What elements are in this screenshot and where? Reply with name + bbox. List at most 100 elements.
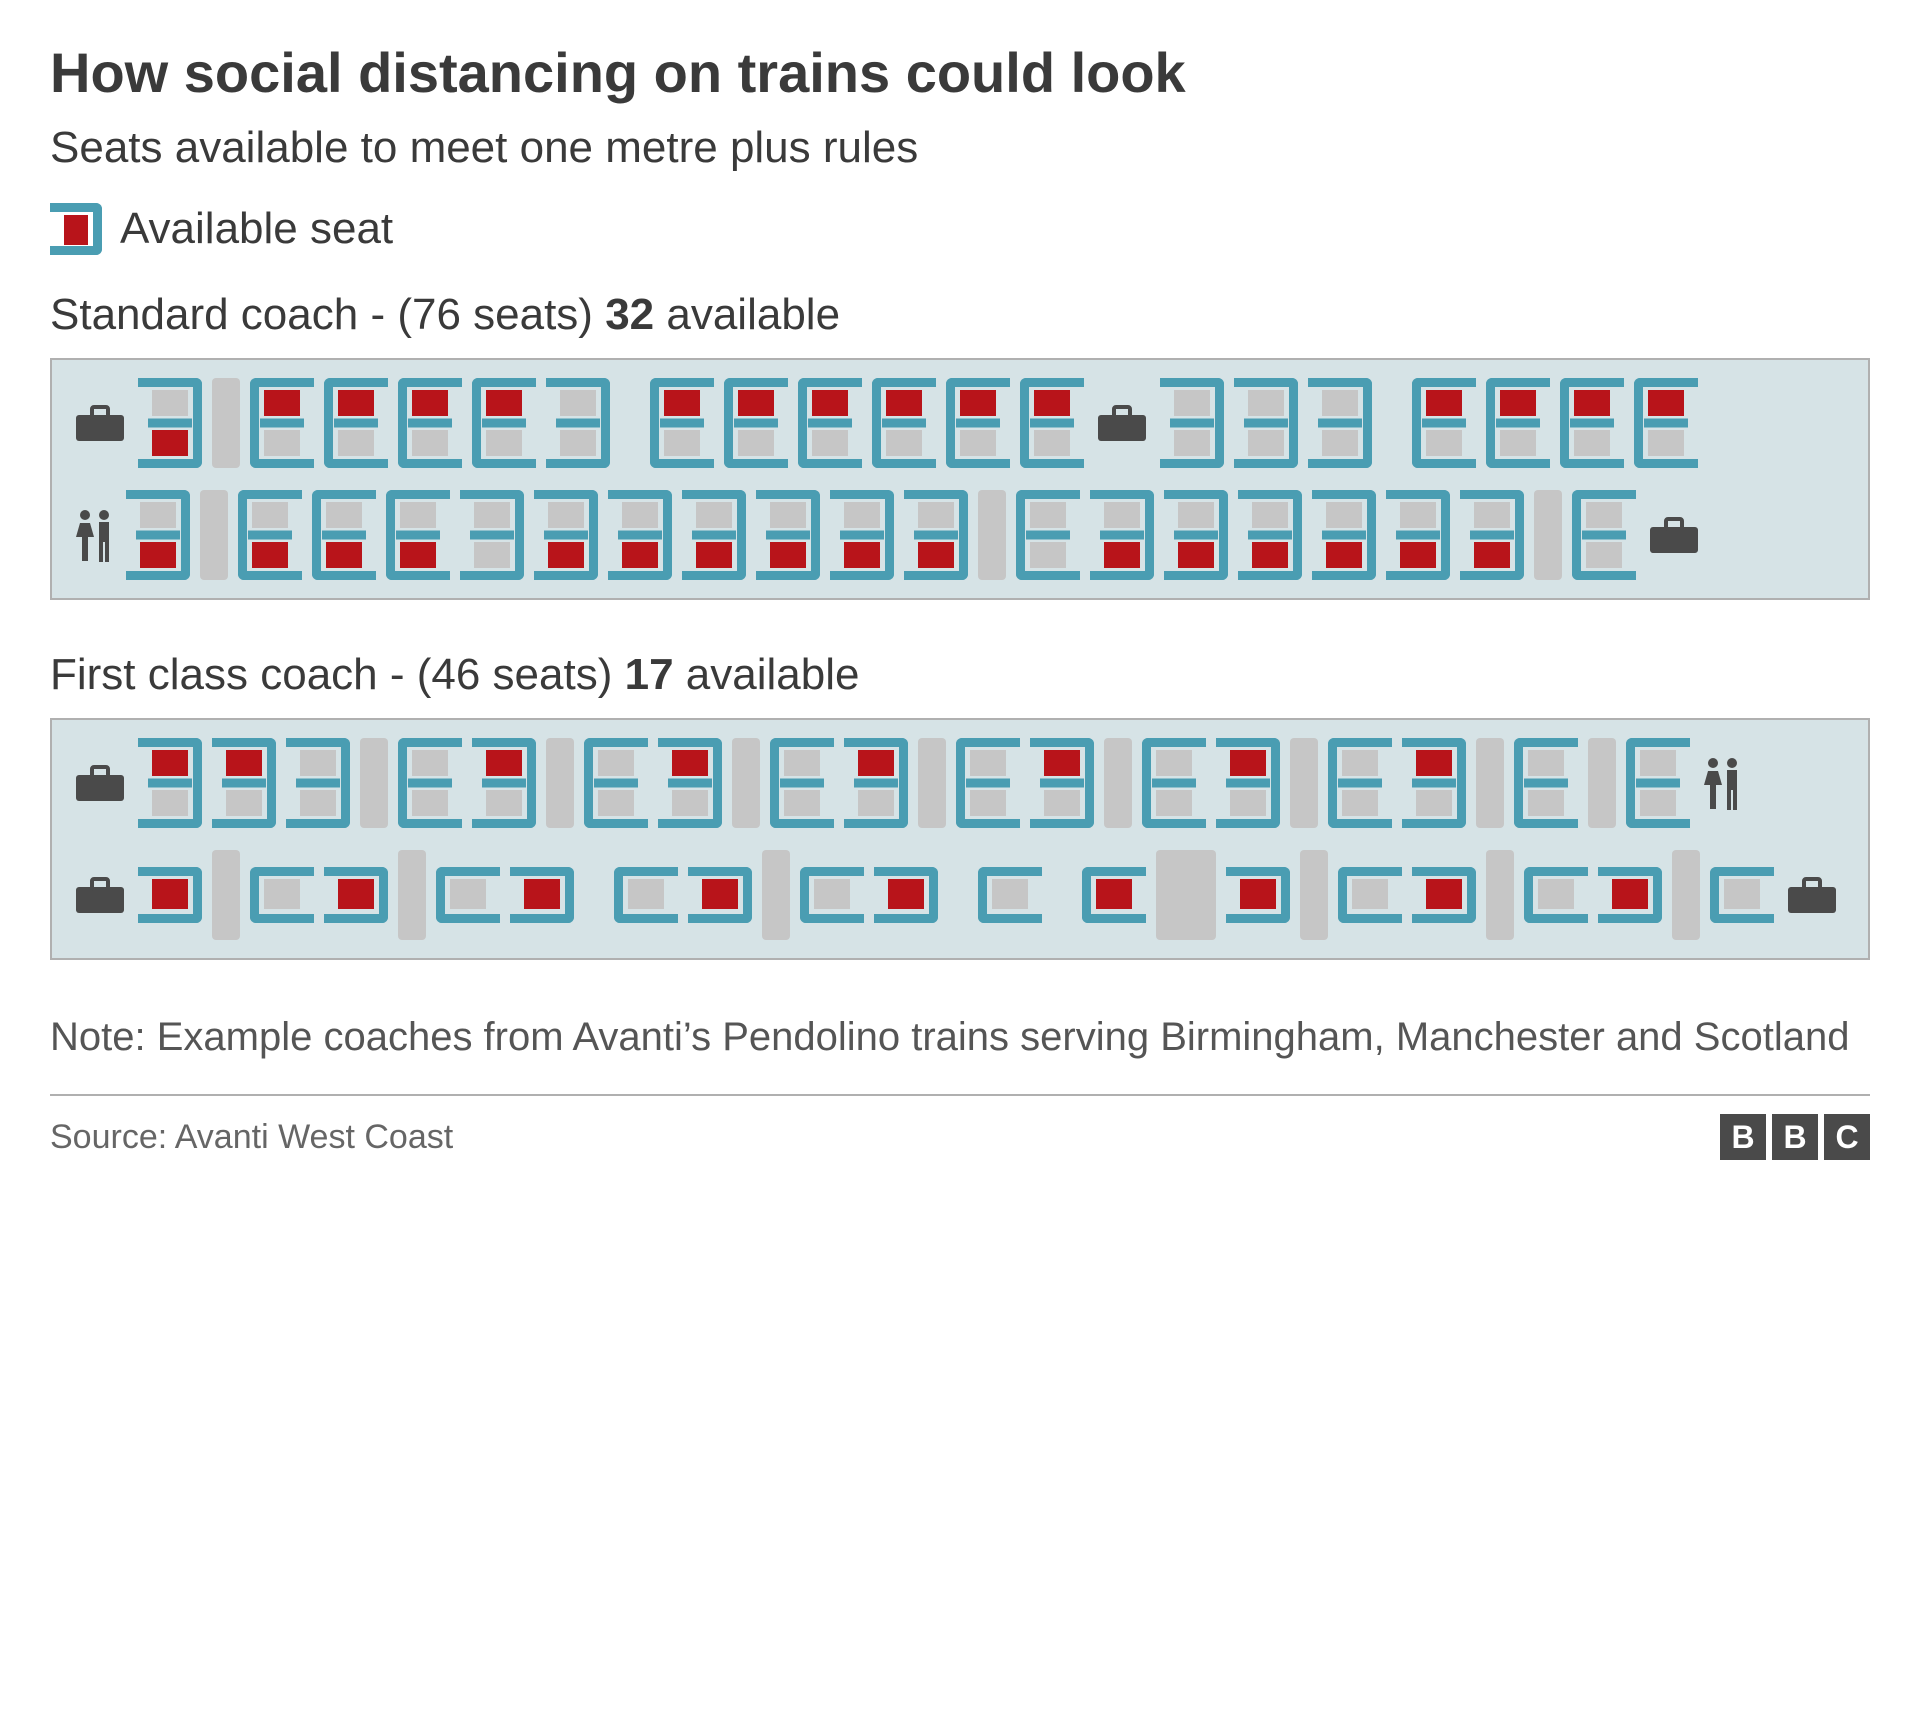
- seat: [398, 738, 462, 828]
- footer: Source: Avanti West Coast BBC: [50, 1094, 1870, 1160]
- seat: [770, 738, 834, 828]
- seat: [398, 378, 462, 468]
- divider: [1156, 850, 1216, 940]
- divider: [620, 378, 640, 468]
- seat: [436, 867, 500, 923]
- seat: [1312, 490, 1376, 580]
- divider: [398, 850, 426, 940]
- seat: [946, 378, 1010, 468]
- first-class-coach-diagram: [50, 718, 1870, 960]
- divider: [212, 378, 240, 468]
- seat: [546, 378, 610, 468]
- luggage-icon: [1646, 515, 1702, 555]
- luggage-icon: [72, 875, 128, 915]
- seat: [688, 867, 752, 923]
- seat: [1160, 378, 1224, 468]
- people-icon: [72, 507, 116, 563]
- seat: [126, 490, 190, 580]
- standard-coach-diagram: [50, 358, 1870, 600]
- seat: [472, 378, 536, 468]
- seat: [658, 738, 722, 828]
- seat: [1338, 867, 1402, 923]
- seat: [1308, 378, 1372, 468]
- divider: [1534, 490, 1562, 580]
- seat: [1238, 490, 1302, 580]
- note-text: Note: Example coaches from Avanti’s Pend…: [50, 1010, 1870, 1064]
- seat: [138, 738, 202, 828]
- legend: Available seat: [50, 203, 1870, 255]
- luggage-icon: [72, 763, 128, 803]
- divider: [762, 850, 790, 940]
- seat: [1412, 867, 1476, 923]
- seat: [534, 490, 598, 580]
- divider: [948, 850, 968, 940]
- seat: [608, 490, 672, 580]
- divider: [1382, 378, 1402, 468]
- divider: [1672, 850, 1700, 940]
- seat: [472, 738, 536, 828]
- seat: [798, 378, 862, 468]
- seat: [1626, 738, 1690, 828]
- luggage-icon: [72, 403, 128, 443]
- seat: [50, 203, 102, 255]
- divider: [360, 738, 388, 828]
- divider: [1300, 850, 1328, 940]
- seat: [1142, 738, 1206, 828]
- luggage-icon: [1094, 403, 1150, 443]
- divider: [200, 490, 228, 580]
- divider: [1290, 738, 1318, 828]
- seat: [1082, 867, 1146, 923]
- seat: [874, 867, 938, 923]
- seat: [1386, 490, 1450, 580]
- seat: [904, 490, 968, 580]
- seat: [212, 738, 276, 828]
- seat: [460, 490, 524, 580]
- seat: [800, 867, 864, 923]
- luggage-icon: [1784, 875, 1840, 915]
- first-class-coach-label: First class coach - (46 seats) 17 availa…: [50, 650, 1870, 700]
- seat: [614, 867, 678, 923]
- legend-seat-icon: [50, 203, 102, 255]
- seat: [1572, 490, 1636, 580]
- bbc-logo-letter: B: [1772, 1114, 1818, 1160]
- seat: [250, 378, 314, 468]
- divider: [732, 738, 760, 828]
- seat: [1328, 738, 1392, 828]
- seat: [1216, 738, 1280, 828]
- divider: [212, 850, 240, 940]
- seat: [138, 867, 202, 923]
- seat: [1514, 738, 1578, 828]
- divider: [1104, 738, 1132, 828]
- seat: [872, 378, 936, 468]
- seat: [1460, 490, 1524, 580]
- divider: [1588, 738, 1616, 828]
- seat: [1226, 867, 1290, 923]
- page-title: How social distancing on trains could lo…: [50, 40, 1870, 105]
- seat: [138, 378, 202, 468]
- seat: [1234, 378, 1298, 468]
- divider: [1486, 850, 1514, 940]
- people-icon: [1700, 755, 1744, 811]
- seat: [1710, 867, 1774, 923]
- seat: [286, 738, 350, 828]
- divider: [1052, 850, 1072, 940]
- seat: [756, 490, 820, 580]
- seat: [386, 490, 450, 580]
- seat: [238, 490, 302, 580]
- divider: [546, 738, 574, 828]
- seat: [1030, 738, 1094, 828]
- seat: [1020, 378, 1084, 468]
- legend-label: Available seat: [120, 204, 393, 254]
- seat: [1524, 867, 1588, 923]
- seat: [724, 378, 788, 468]
- seat: [682, 490, 746, 580]
- bbc-logo: BBC: [1720, 1114, 1870, 1160]
- seat: [830, 490, 894, 580]
- page-subtitle: Seats available to meet one metre plus r…: [50, 123, 1870, 173]
- seat: [1016, 490, 1080, 580]
- seat: [324, 867, 388, 923]
- seat: [1164, 490, 1228, 580]
- divider: [918, 738, 946, 828]
- seat: [1402, 738, 1466, 828]
- divider: [978, 490, 1006, 580]
